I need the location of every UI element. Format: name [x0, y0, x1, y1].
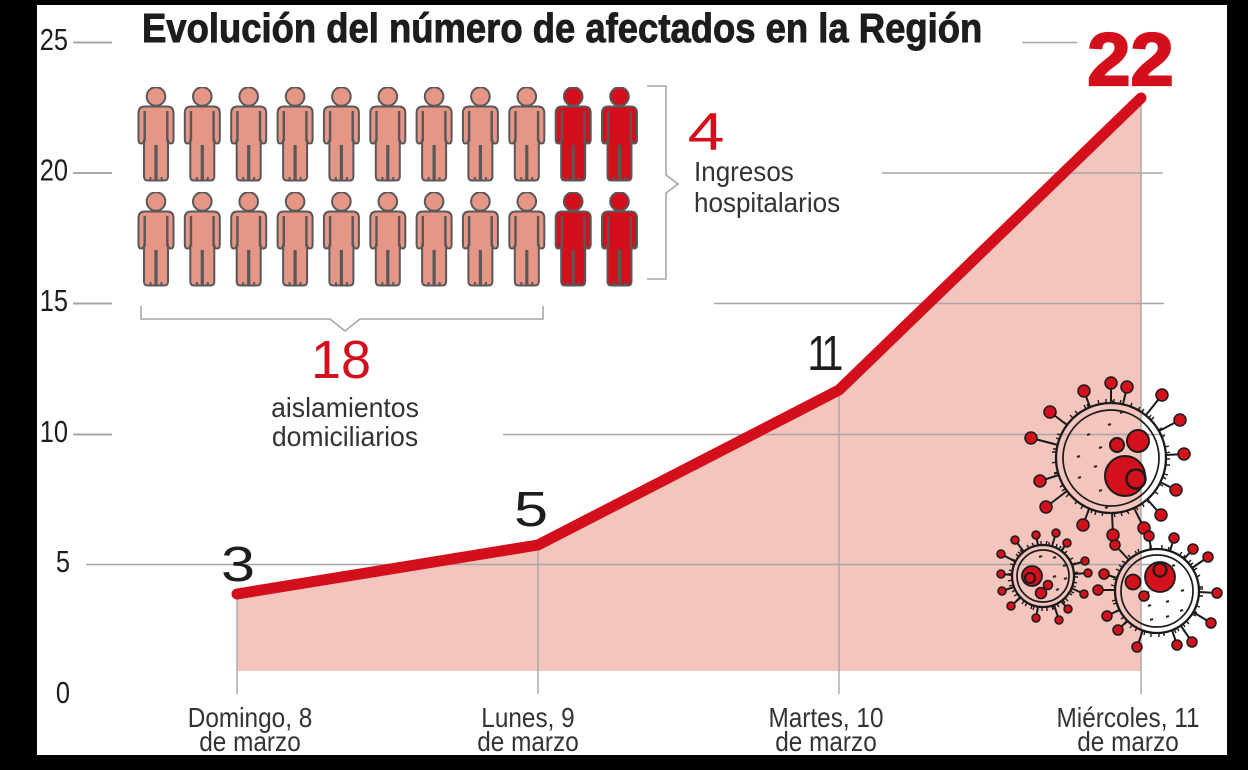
svg-text:Martes, 10: Martes, 10	[768, 701, 883, 733]
svg-text:Miércoles, 11: Miércoles, 11	[1056, 701, 1199, 733]
svg-text:18: 18	[311, 330, 371, 390]
svg-text:22: 22	[1087, 19, 1173, 102]
svg-text:10: 10	[40, 415, 68, 450]
svg-text:4: 4	[688, 102, 725, 161]
svg-text:de marzo: de marzo	[199, 725, 301, 757]
svg-text:de marzo: de marzo	[775, 725, 877, 757]
svg-text:aislamientos: aislamientos	[271, 391, 419, 423]
svg-text:de marzo: de marzo	[1077, 725, 1179, 757]
svg-text:de marzo: de marzo	[477, 725, 579, 757]
svg-text:Domingo, 8: Domingo, 8	[188, 701, 313, 733]
svg-text:Lunes, 9: Lunes, 9	[481, 701, 574, 733]
svg-text:5: 5	[514, 482, 548, 537]
svg-text:11: 11	[807, 327, 841, 381]
svg-text:15: 15	[40, 284, 68, 319]
svg-text:domiciliarios: domiciliarios	[272, 420, 418, 452]
svg-text:25: 25	[40, 23, 68, 58]
svg-text:0: 0	[56, 676, 70, 711]
svg-text:20: 20	[40, 153, 68, 188]
svg-text:Ingresos: Ingresos	[694, 156, 794, 187]
svg-text:hospitalarios: hospitalarios	[694, 187, 840, 218]
svg-text:Evolución del número de afecta: Evolución del número de afectados en la …	[142, 6, 982, 51]
svg-text:3: 3	[221, 537, 255, 592]
svg-text:5: 5	[56, 545, 70, 580]
